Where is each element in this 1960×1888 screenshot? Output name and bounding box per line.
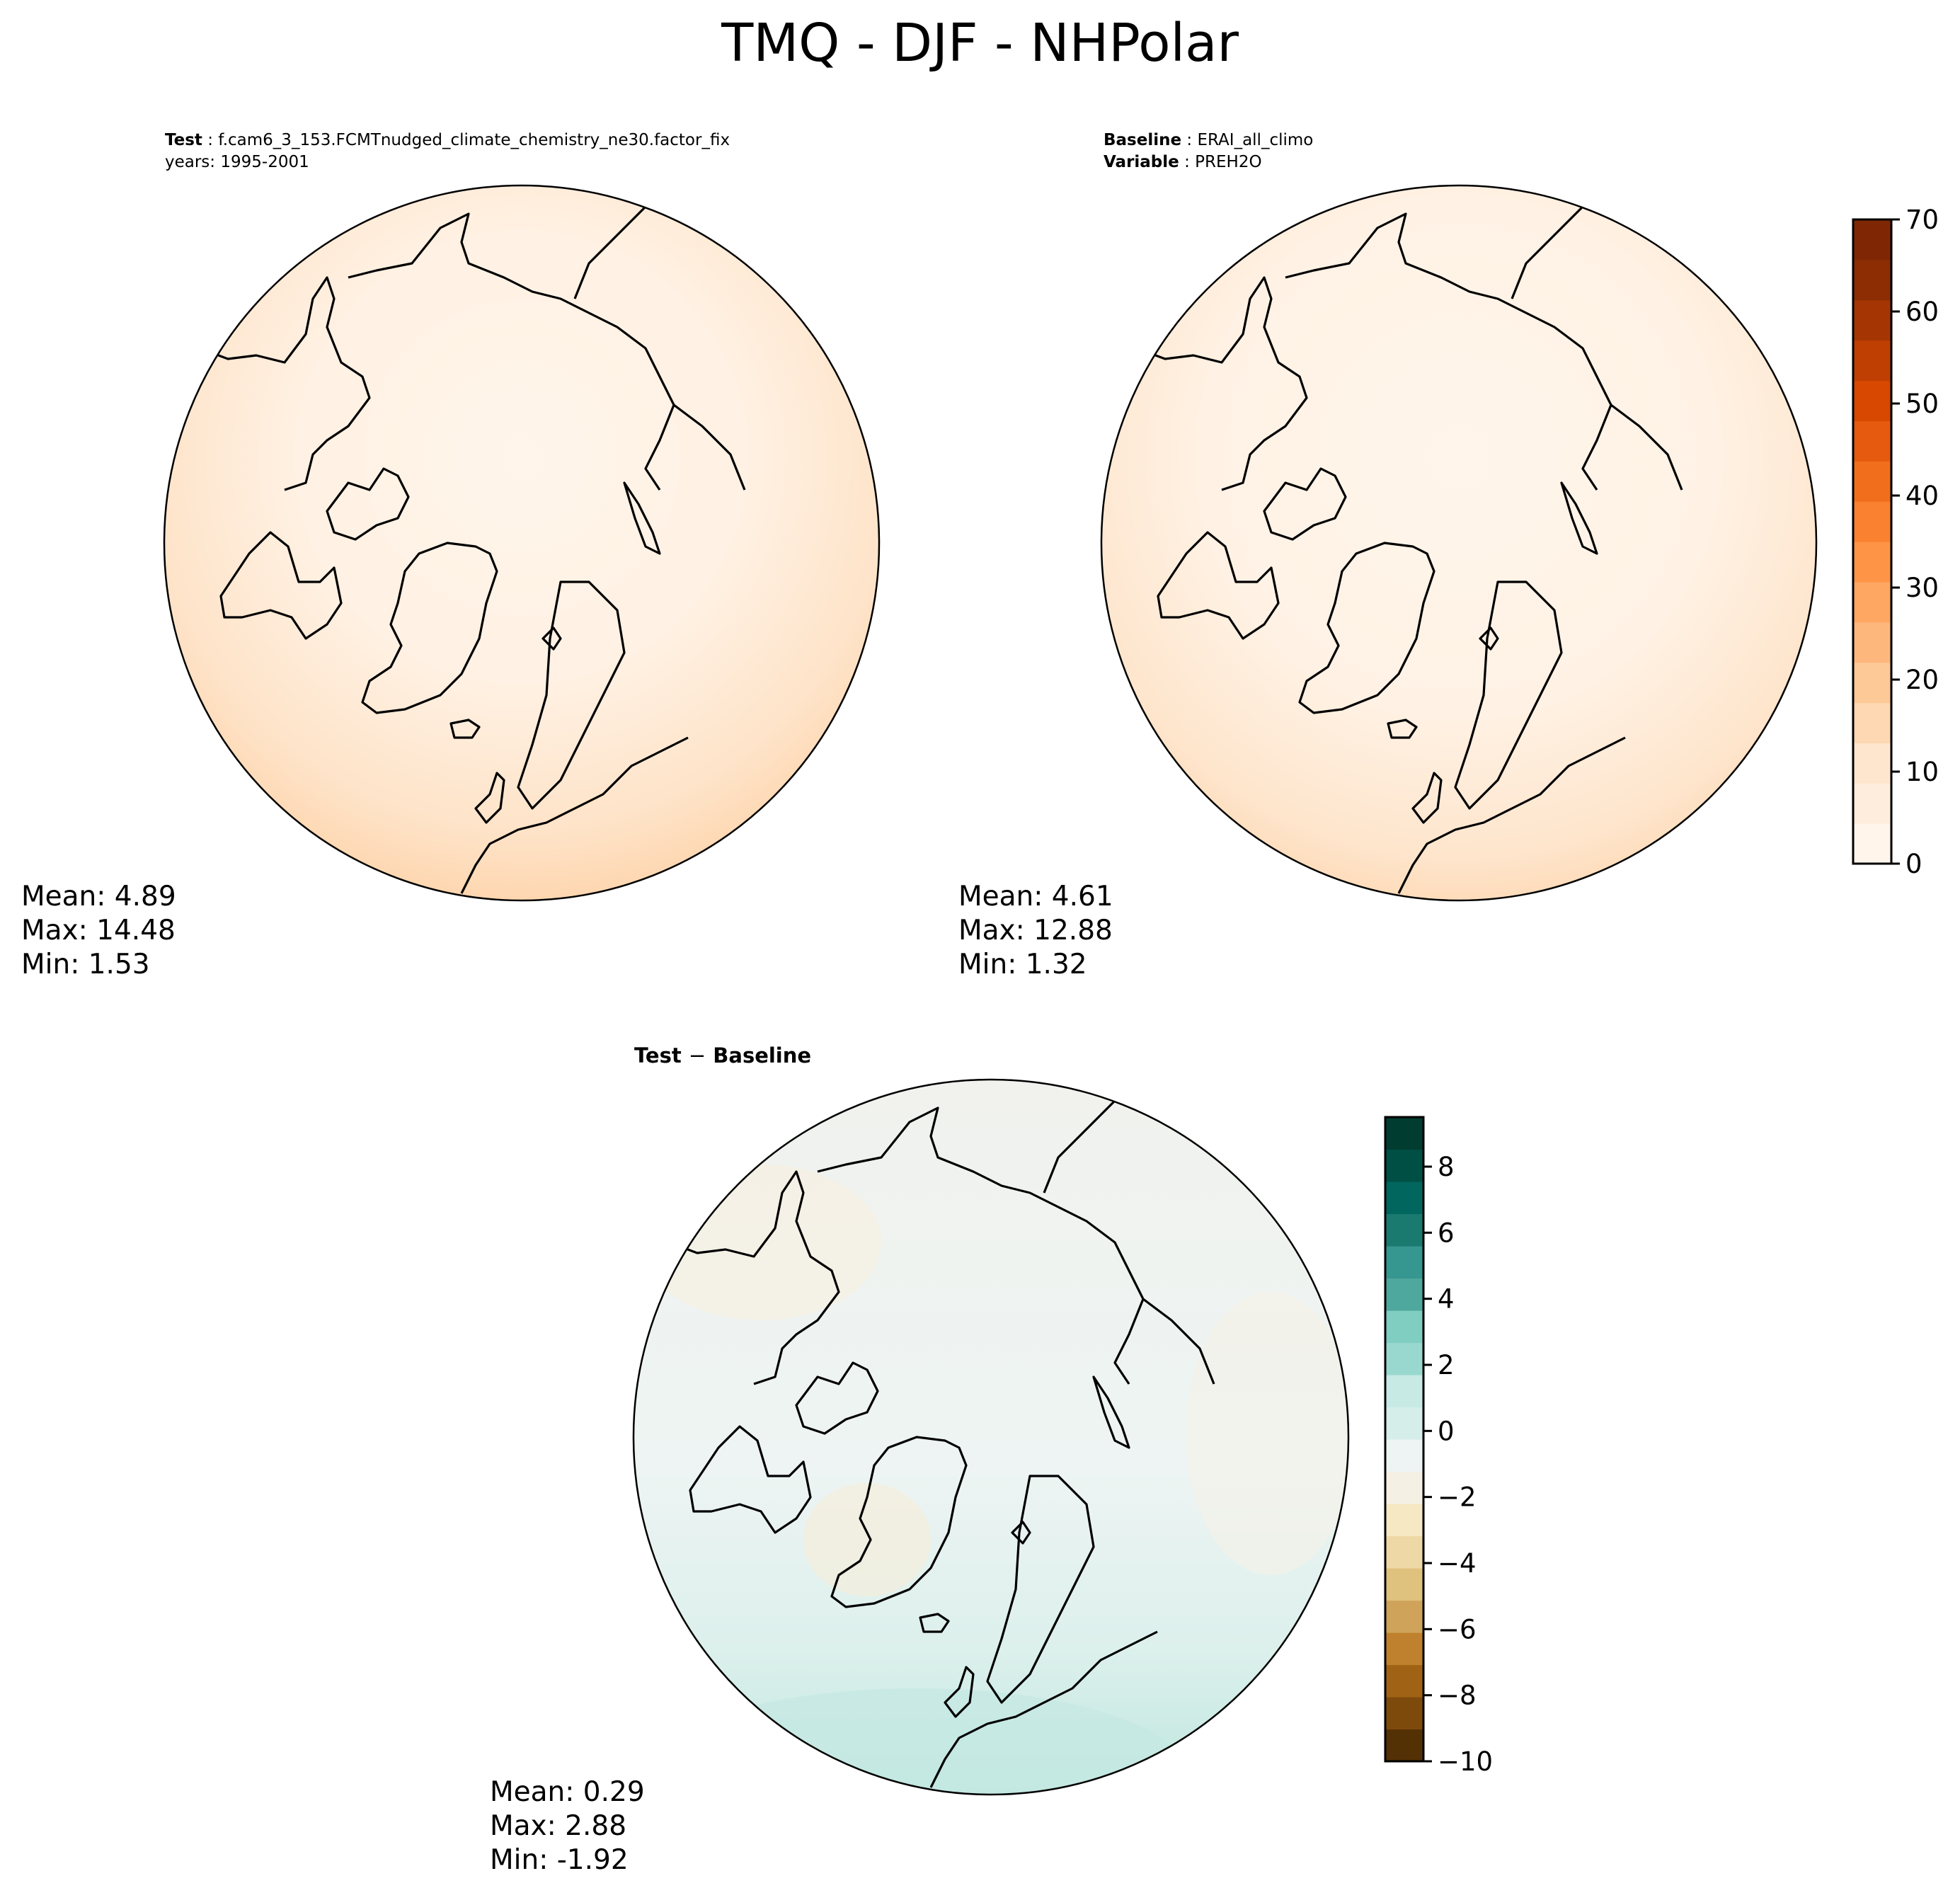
colorbar-tick-label: 20 [1905,665,1939,695]
colorbar-swatch [1385,1632,1423,1666]
colorbar-swatch [1853,622,1891,663]
baseline-min: Min: 1.32 [958,949,1087,980]
colorbar-swatch [1853,219,1891,261]
baseline-case: ERAI_all_climo [1197,131,1314,149]
colorbar-swatch [1853,461,1891,502]
test-min: Min: 1.53 [21,949,150,980]
baseline-header: Baseline : ERAI_all_climo Variable : PRE… [1104,130,1313,173]
coastlines [199,191,746,894]
colorbar-swatch [1853,662,1891,704]
colorbar-tick-label: −2 [1438,1482,1477,1513]
colorbar-swatch [1853,743,1891,784]
colorbar-swatch [1853,542,1891,583]
test-header: Test : f.cam6_3_153.FCMTnudged_climate_c… [165,130,730,173]
colorbar-swatch [1853,380,1891,421]
diff-map [632,1078,1350,1796]
baseline-label: Baseline [1104,131,1182,149]
colorbar-swatch [1853,340,1891,382]
colorbar-tick-label: −4 [1438,1548,1477,1579]
diff-mean: Mean: 0.29 [490,1776,645,1808]
colorbar-tick-label: 6 [1438,1218,1455,1248]
colorbar-swatch [1385,1535,1423,1569]
colorbar-swatch [1385,1246,1423,1279]
colorbar-swatch [1385,1729,1423,1762]
coastlines [668,1085,1215,1788]
colorbar-swatch [1853,783,1891,824]
colorbar-swatch [1385,1278,1423,1311]
colorbar-swatch [1385,1471,1423,1504]
colorbar-swatch [1853,702,1891,743]
colorbar-swatch [1853,259,1891,301]
colorbar-swatch [1385,1568,1423,1601]
test-map [163,184,881,902]
colorbar-swatch [1385,1600,1423,1633]
colorbar-tick-label: 10 [1905,757,1939,787]
colorbar-swatch [1385,1664,1423,1698]
colorbar-swatch [1385,1117,1423,1150]
test-stats: Mean: 4.89 Max: 14.48 Min: 1.53 [21,880,176,982]
colorbar-swatch [1853,420,1891,462]
colorbar-swatch [1853,501,1891,542]
baseline-mean: Mean: 4.61 [958,881,1113,912]
colorbar-swatch [1385,1149,1423,1182]
colorbar-tick-label: 70 [1905,205,1939,235]
diff-min: Min: -1.92 [490,1844,629,1876]
colorbar-swatch [1385,1213,1423,1247]
colorbar-tick-label: −6 [1438,1614,1477,1644]
baseline-variable-line: Variable : PREH2O [1104,153,1262,171]
colorbar-tick-label: 4 [1438,1284,1455,1315]
colorbar-swatch [1385,1182,1423,1215]
variable-label: Variable [1104,153,1179,171]
colorbar-tick-label: 0 [1905,849,1922,879]
test-max: Max: 14.48 [21,915,176,946]
colorbar-tick-label: 50 [1905,389,1939,419]
colorbar-tick-label: 30 [1905,573,1939,603]
colorbar-tick-label: 40 [1905,481,1939,511]
baseline-stats: Mean: 4.61 Max: 12.88 Min: 1.32 [958,880,1113,982]
colorbar-swatch [1385,1697,1423,1730]
colorbar-swatch [1853,823,1891,864]
test-case: f.cam6_3_153.FCMTnudged_climate_chemistr… [218,131,730,149]
colorbar-tick-label: 60 [1905,297,1939,327]
diff-title: Test − Baseline [634,1043,811,1068]
diff-title-test: Test [634,1043,682,1068]
colorbar-swatch [1385,1310,1423,1344]
diff-stats: Mean: 0.29 Max: 2.88 Min: -1.92 [490,1775,645,1877]
colorbar-swatch [1853,299,1891,341]
colorbar-tick-label: 0 [1438,1416,1455,1446]
colorbar-swatch [1385,1407,1423,1440]
test-mean: Mean: 4.89 [21,881,176,912]
figure-title: TMQ - DJF - NHPolar [721,13,1239,74]
diff-max: Max: 2.88 [490,1810,627,1842]
colorbar-tick-label: −8 [1438,1681,1477,1711]
baseline-map [1100,184,1818,902]
colorbar-main: 0 10 20 30 40 50 60 70 [1852,205,1939,879]
colorbar-tick-label: 2 [1438,1350,1455,1380]
colorbar-tick-label: −10 [1438,1746,1493,1777]
colorbar-swatch [1385,1439,1423,1472]
diff-title-base: Baseline [713,1043,812,1068]
test-case-line: Test : f.cam6_3_153.FCMTnudged_climate_c… [165,131,730,149]
colorbar-swatch [1853,581,1891,623]
baseline-case-line: Baseline : ERAI_all_climo [1104,131,1314,149]
baseline-variable: PREH2O [1195,153,1262,171]
colorbar-tick-label: 8 [1438,1152,1455,1182]
test-label: Test [165,131,202,149]
colorbar-swatch [1385,1342,1423,1375]
baseline-max: Max: 12.88 [958,915,1113,946]
colorbar-swatch [1385,1504,1423,1537]
colorbar-diff: 8 6 4 2 0 −2 −4 −6 −8 −10 [1384,1116,1493,1777]
colorbar-swatch [1385,1375,1423,1408]
diff-title-sep: − [688,1043,706,1068]
test-years: years: 1995-2001 [165,153,309,171]
